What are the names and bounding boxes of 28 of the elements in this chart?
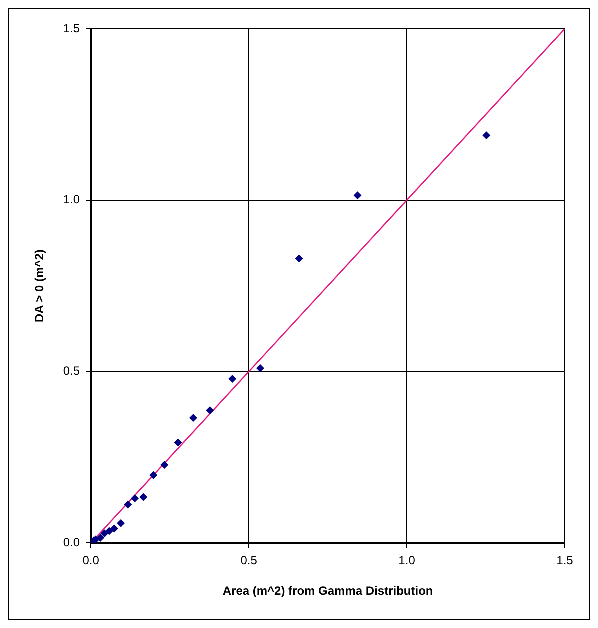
point xyxy=(131,494,139,503)
point xyxy=(110,524,118,533)
point xyxy=(295,254,304,263)
x-axis-title: Area (m^2) from Gamma Distribution xyxy=(222,584,434,598)
y-axis-title: DA > 0 (m^2) xyxy=(32,250,47,323)
point xyxy=(482,132,491,140)
x-tick-label: 1.0 xyxy=(398,554,416,568)
x-tick-label: 1.5 xyxy=(556,554,574,568)
point xyxy=(117,519,126,528)
point xyxy=(228,375,237,383)
point xyxy=(100,530,109,538)
y-tick-label: 1.5 xyxy=(63,21,80,36)
y-tick-label: 0.5 xyxy=(63,364,80,378)
y-tick-label: 1.0 xyxy=(63,192,80,207)
point xyxy=(150,471,158,480)
x-tick-label: 0.0 xyxy=(82,554,100,568)
point xyxy=(354,192,362,200)
point xyxy=(124,500,132,509)
point xyxy=(140,493,148,502)
point xyxy=(256,364,264,372)
x-tick-label: 0.5 xyxy=(240,554,258,568)
point xyxy=(174,438,182,447)
y-tick-label: 0.0 xyxy=(63,536,80,550)
point xyxy=(189,414,198,422)
point xyxy=(96,534,105,542)
point xyxy=(160,461,169,470)
point xyxy=(206,406,214,415)
point xyxy=(105,527,114,536)
